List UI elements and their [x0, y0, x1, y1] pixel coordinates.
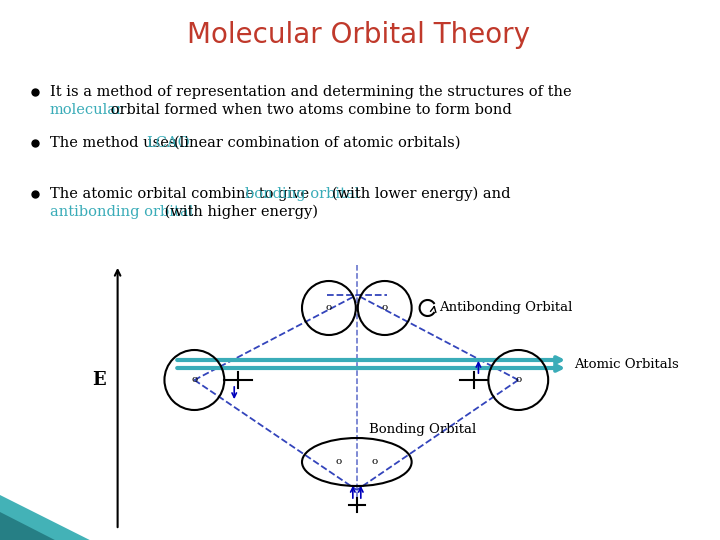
Text: orbital formed when two atoms combine to form bond: orbital formed when two atoms combine to…: [106, 103, 511, 117]
Text: (with higher energy): (with higher energy): [161, 205, 318, 219]
Text: bonding orbital: bonding orbital: [246, 187, 359, 201]
Text: E: E: [92, 371, 106, 389]
Polygon shape: [0, 512, 55, 540]
Text: (with lower energy) and: (with lower energy) and: [332, 187, 510, 201]
Text: molecular: molecular: [50, 103, 124, 117]
Text: o: o: [515, 375, 521, 384]
Text: Bonding Orbital: Bonding Orbital: [369, 423, 476, 436]
Polygon shape: [0, 495, 90, 540]
Text: (linear combination of atomic orbitals): (linear combination of atomic orbitals): [174, 136, 461, 150]
Text: Antibonding Orbital: Antibonding Orbital: [439, 301, 573, 314]
Text: o: o: [325, 303, 332, 313]
Text: o: o: [382, 303, 388, 313]
Text: LCAO: LCAO: [146, 136, 190, 150]
Text: o: o: [336, 457, 342, 467]
Text: The method uses: The method uses: [50, 136, 181, 150]
Text: Atomic Orbitals: Atomic Orbitals: [574, 357, 679, 370]
Text: It is a method of representation and determining the structures of the: It is a method of representation and det…: [50, 85, 572, 99]
Text: o: o: [192, 375, 197, 384]
Text: The atomic orbital combine to give: The atomic orbital combine to give: [50, 187, 314, 201]
Text: o: o: [372, 457, 378, 467]
Text: antibonding orbital: antibonding orbital: [50, 205, 193, 219]
Text: Molecular Orbital Theory: Molecular Orbital Theory: [187, 21, 531, 49]
